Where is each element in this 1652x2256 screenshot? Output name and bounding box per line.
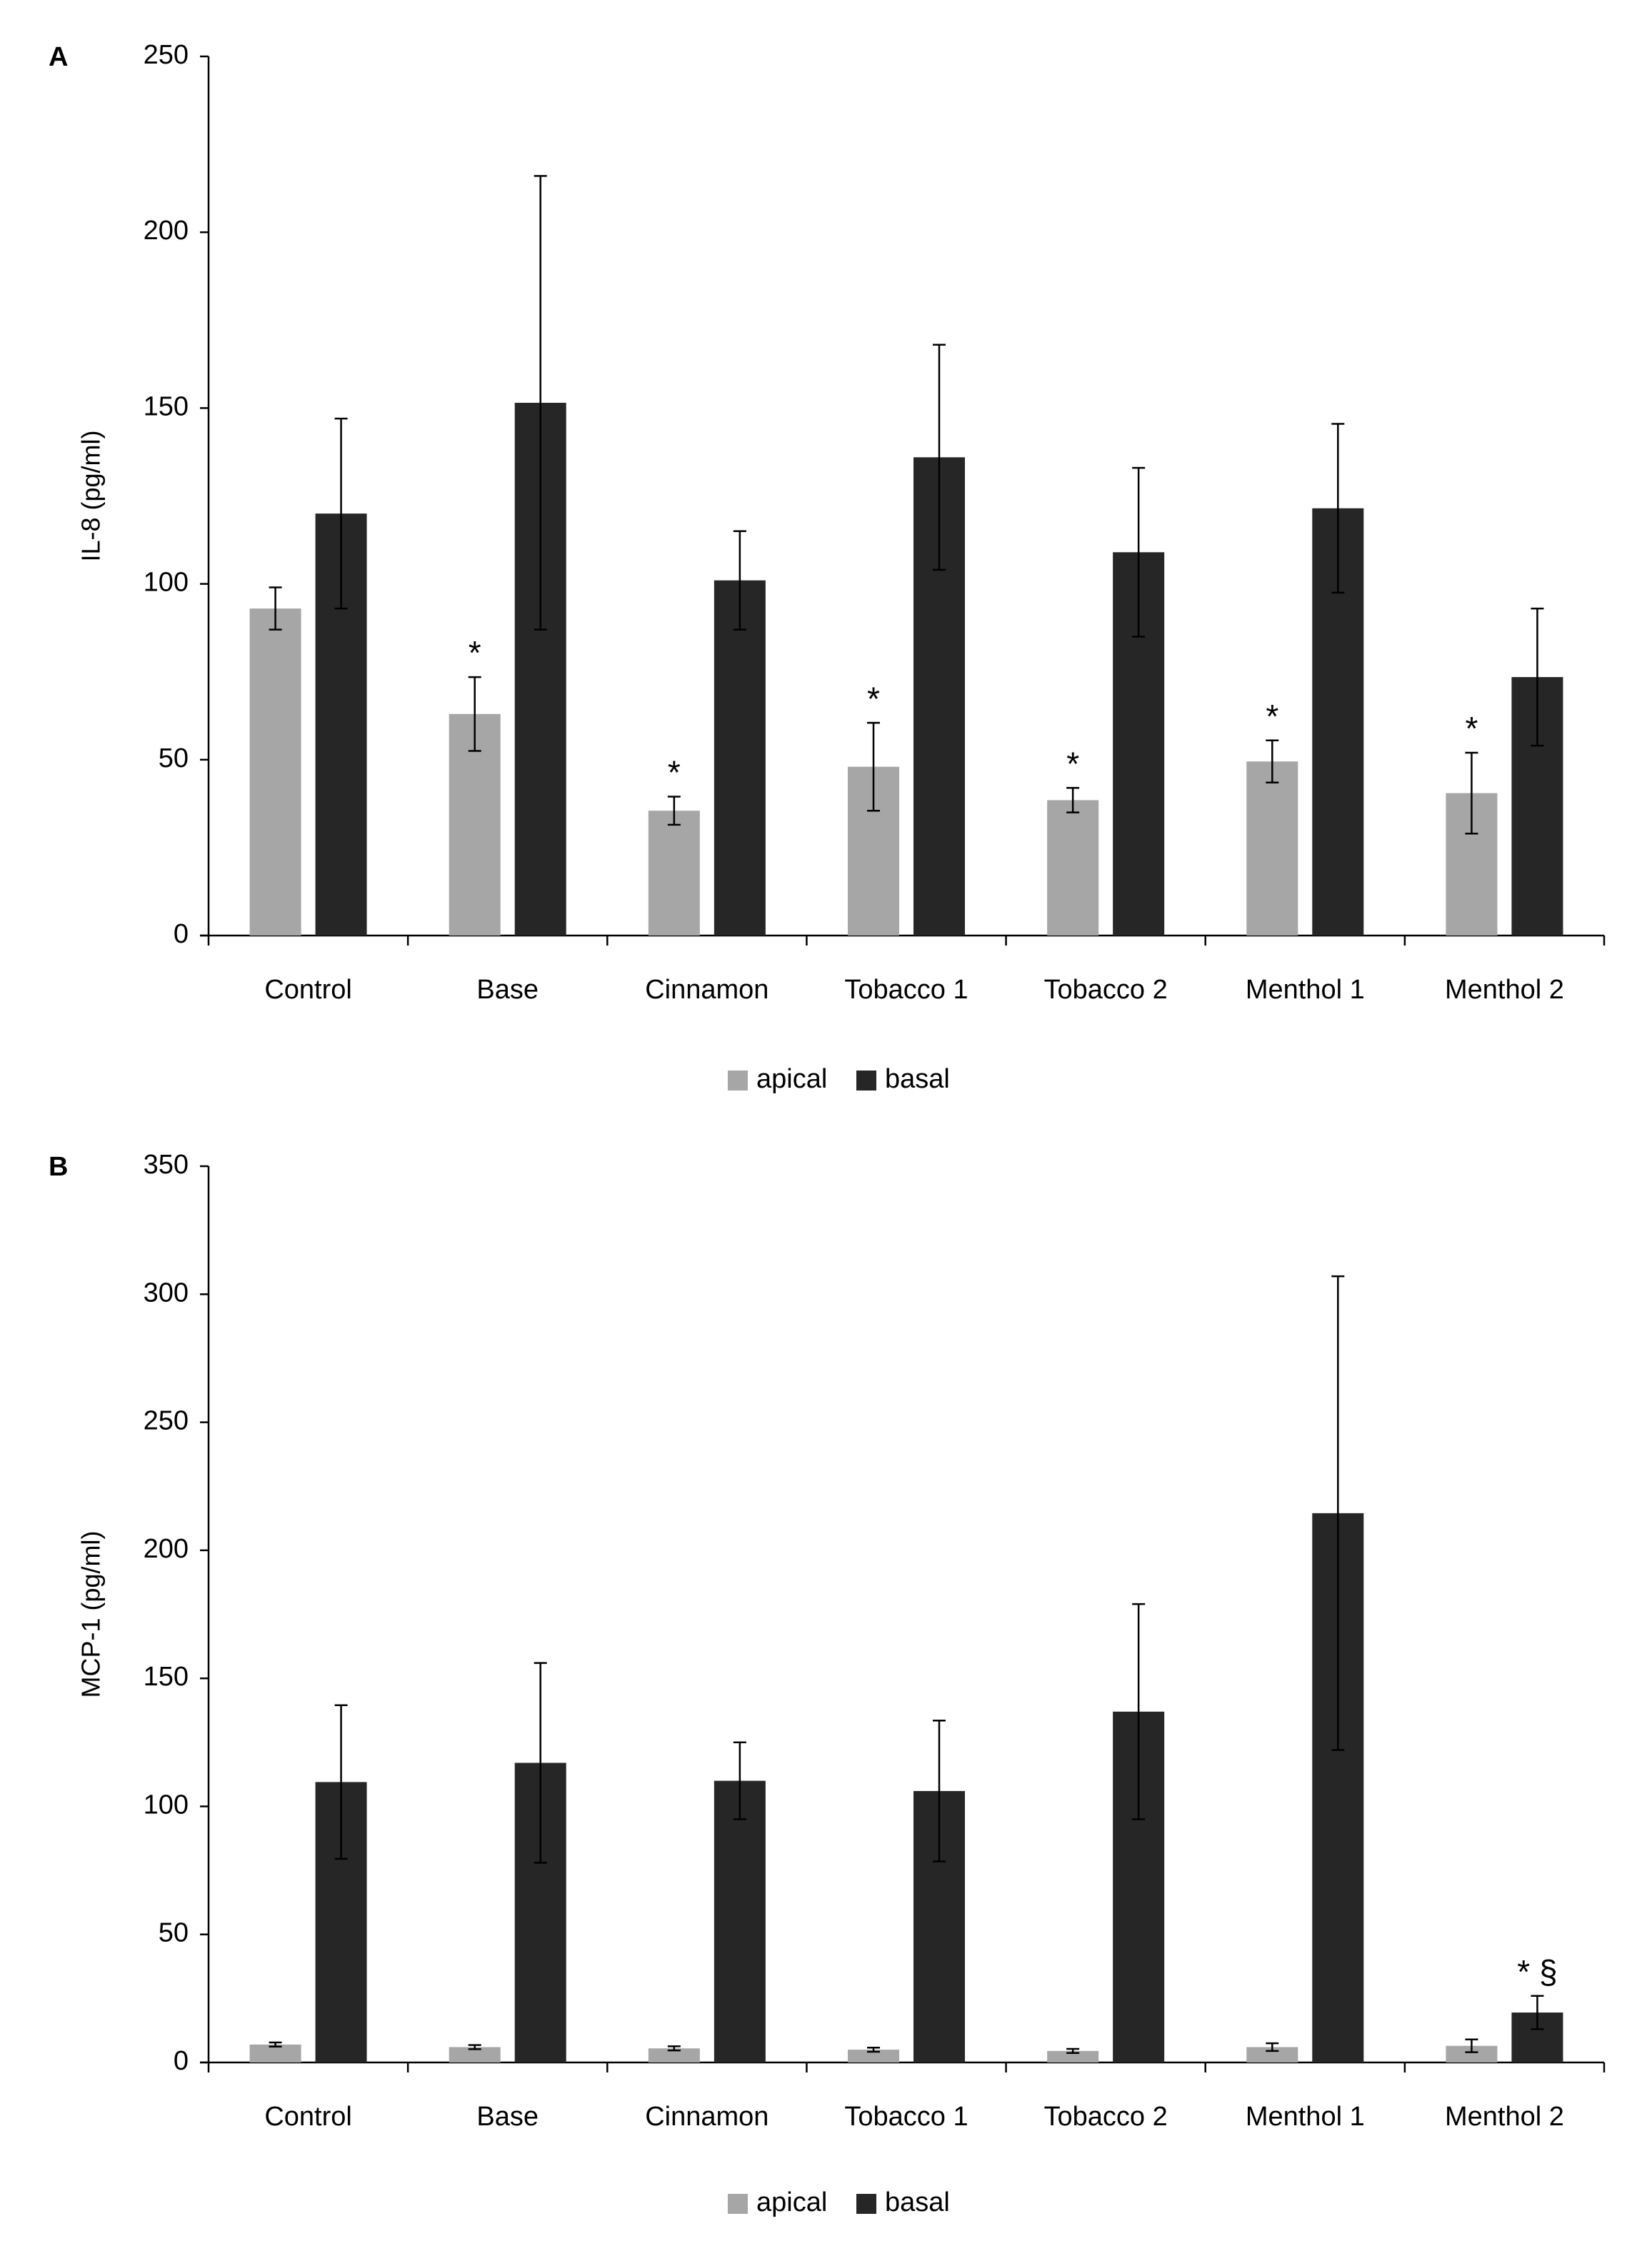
y-tick-label: 300 xyxy=(144,1278,189,1308)
legend-label-apical: apical xyxy=(756,2187,827,2217)
significance-marker: * xyxy=(469,634,481,671)
bar-basal-cinnamon xyxy=(714,580,766,936)
legend-swatch-basal xyxy=(856,1071,876,1091)
panel-label: B xyxy=(49,1152,68,1182)
legend-label-basal: basal xyxy=(885,1064,950,1094)
bar-apical-tobacco-2 xyxy=(1047,800,1099,936)
significance-marker: * xyxy=(867,680,880,717)
y-tick-label: 0 xyxy=(174,2046,189,2076)
x-category-label: Menthol 2 xyxy=(1445,2102,1564,2132)
y-tick-label: 200 xyxy=(144,216,189,246)
x-category-label: Cinnamon xyxy=(645,975,769,1005)
y-axis-label: IL-8 (pg/ml) xyxy=(76,430,106,561)
significance-marker: * xyxy=(1465,710,1478,747)
bar-apical-menthol-1 xyxy=(1246,2047,1298,2062)
bar-basal-cinnamon xyxy=(714,1780,766,2062)
bar-apical-base xyxy=(449,2047,501,2062)
x-category-label: Menthol 1 xyxy=(1246,2102,1365,2132)
y-tick-label: 150 xyxy=(144,391,189,421)
y-tick-label: 200 xyxy=(144,1534,189,1564)
mcp1-chart-svg: B MCP-1 (pg/ml) 0 50 100 150 200 250 300 350 Contr… xyxy=(49,1150,1606,2217)
legend-swatch-apical xyxy=(728,1071,748,1091)
legend-swatch-basal xyxy=(856,2194,876,2214)
legend-label-basal: basal xyxy=(885,2187,950,2217)
y-tick-label: 100 xyxy=(144,568,189,598)
panel-a-il8-chart: A IL-8 (pg/ml) 0 50 100 150 200 250 Control Base C… xyxy=(49,40,1606,1094)
y-axis-label: MCP-1 (pg/ml) xyxy=(76,1530,106,1698)
significance-marker: * xyxy=(668,754,681,791)
bar-apical-tobacco-1 xyxy=(848,2050,899,2062)
y-tick-label: 50 xyxy=(159,743,189,773)
x-category-label: Cinnamon xyxy=(645,2102,769,2132)
bar-apical-cinnamon xyxy=(648,2048,700,2062)
y-tick-label: 350 xyxy=(144,1150,189,1180)
x-category-label: Menthol 2 xyxy=(1445,975,1564,1005)
y-tick-label: 100 xyxy=(144,1790,189,1820)
bar-apical-cinnamon xyxy=(648,811,700,936)
legend-label-apical: apical xyxy=(756,1064,827,1094)
legend-swatch-apical xyxy=(728,2194,748,2214)
bar-apical-tobacco-2 xyxy=(1047,2050,1099,2062)
il8-chart-svg: A IL-8 (pg/ml) 0 50 100 150 200 250 Control Base C… xyxy=(49,40,1606,1094)
y-tick-label: 150 xyxy=(144,1662,189,1692)
x-category-label: Tobacco 2 xyxy=(1044,975,1168,1005)
y-tick-label: 250 xyxy=(144,1406,189,1436)
y-tick-label: 50 xyxy=(159,1918,189,1948)
x-category-label: Base xyxy=(476,2102,539,2132)
significance-marker: * xyxy=(1066,745,1079,782)
x-category-label: Tobacco 1 xyxy=(844,2102,968,2132)
bar-apical-control xyxy=(249,2044,301,2062)
y-tick-label: 250 xyxy=(144,40,189,70)
x-category-label: Tobacco 2 xyxy=(1044,2102,1168,2132)
y-tick-label: 0 xyxy=(174,919,189,949)
panel-b-mcp1-chart: B MCP-1 (pg/ml) 0 50 100 150 200 250 300 350 Contr… xyxy=(0,1128,1652,2256)
bar-apical-menthol-1 xyxy=(1246,761,1298,936)
significance-marker: * xyxy=(1266,698,1278,735)
x-category-label: Control xyxy=(264,975,352,1005)
x-category-label: Control xyxy=(264,2102,352,2132)
panel-label: A xyxy=(49,42,68,72)
bar-apical-menthol-2 xyxy=(1446,2045,1498,2062)
x-category-label: Tobacco 1 xyxy=(844,975,968,1005)
x-category-label: Base xyxy=(476,975,539,1005)
x-category-label: Menthol 1 xyxy=(1246,975,1365,1005)
bar-apical-control xyxy=(249,608,301,936)
significance-marker: * § xyxy=(1517,1953,1557,1990)
